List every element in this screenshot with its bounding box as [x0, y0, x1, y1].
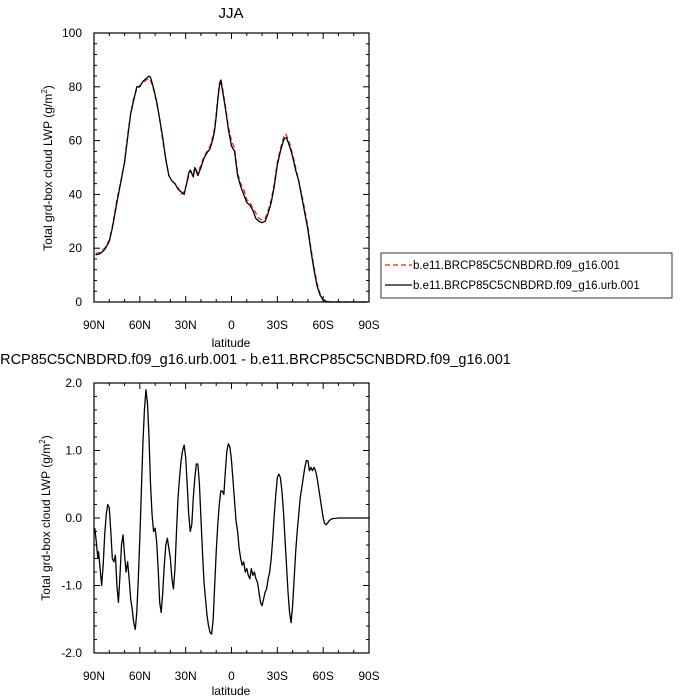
bottom-ticks: 90N 60N 30N 0 30S 60S 90S -2.0 -1.0 0.0 1.0 2.0	[61, 376, 379, 683]
bottom-y-tick-label: -1.0	[61, 579, 82, 593]
bottom-x-tick-label: 90N	[83, 669, 105, 683]
top-x-axis-label: latitude	[212, 336, 251, 350]
top-ticks: 90N 60N 30N 0 30S 60S 90S 0 20 40 60 80 100	[62, 26, 380, 332]
top-y-tick-label: 0	[75, 295, 82, 309]
top-x-tick-label: 30S	[267, 318, 288, 332]
top-x-tick-label: 90N	[83, 318, 105, 332]
legend-box	[380, 252, 673, 299]
top-series-group	[95, 75, 368, 303]
legend-label-series-1: b.e11.BRCP85C5CNBDRD.f09_g16.001	[413, 260, 620, 272]
legend-label-series-2: b.e11.BRCP85C5CNBDRD.f09_g16.urb.001	[413, 280, 640, 292]
top-x-tick-label: 30N	[175, 318, 197, 332]
bottom-x-tick-label: 90S	[358, 669, 379, 683]
top-x-tick-label: 0	[228, 318, 235, 332]
legend: b.e11.BRCP85C5CNBDRD.f09_g16.001 b.e11.B…	[380, 252, 673, 299]
top-y-tick-label: 40	[69, 187, 83, 201]
top-series-1-line	[95, 78, 368, 303]
bottom-y-tick-label: 0.0	[65, 511, 82, 525]
top-x-tick-label: 60S	[312, 318, 333, 332]
bottom-y-tick-label: -2.0	[61, 646, 82, 660]
bottom-y-axis-label: Total grd-box cloud LWP (g/m2)	[38, 435, 53, 600]
top-y-axis-label: Total grd-box cloud LWP (g/m2)	[40, 85, 55, 250]
bottom-chart: b.e11.BRCP85C5CNBDRD.f09_g16.urb.001 - b…	[0, 352, 511, 698]
bottom-series-1-line	[94, 389, 369, 635]
top-series-2-line	[95, 75, 368, 303]
bottom-x-tick-label: 0	[228, 669, 235, 683]
bottom-y-tick-label: 1.0	[65, 444, 82, 458]
bottom-x-axis-label: latitude	[212, 684, 251, 698]
top-chart: JJA 90N 60N 30N 0 30S 60S 90S 0 20 40 60 80 100 lati…	[40, 5, 380, 350]
bottom-series-group	[94, 389, 369, 635]
bottom-plot-frame	[93, 382, 370, 654]
top-x-tick-label: 60N	[129, 318, 151, 332]
bottom-x-tick-label: 60N	[129, 669, 151, 683]
top-y-tick-label: 100	[62, 26, 82, 40]
top-y-tick-label: 20	[69, 241, 83, 255]
top-chart-title: JJA	[218, 5, 243, 22]
bottom-chart-title: b.e11.BRCP85C5CNBDRD.f09_g16.urb.001 - b…	[0, 352, 511, 368]
bottom-y-tick-label: 2.0	[65, 376, 82, 390]
bottom-x-tick-label: 60S	[312, 669, 333, 683]
top-y-tick-label: 60	[69, 134, 83, 148]
top-plot-frame	[93, 32, 370, 303]
bottom-x-tick-label: 30N	[175, 669, 197, 683]
bottom-x-tick-label: 30S	[267, 669, 288, 683]
top-y-tick-label: 80	[69, 80, 83, 94]
top-x-tick-label: 90S	[358, 318, 379, 332]
